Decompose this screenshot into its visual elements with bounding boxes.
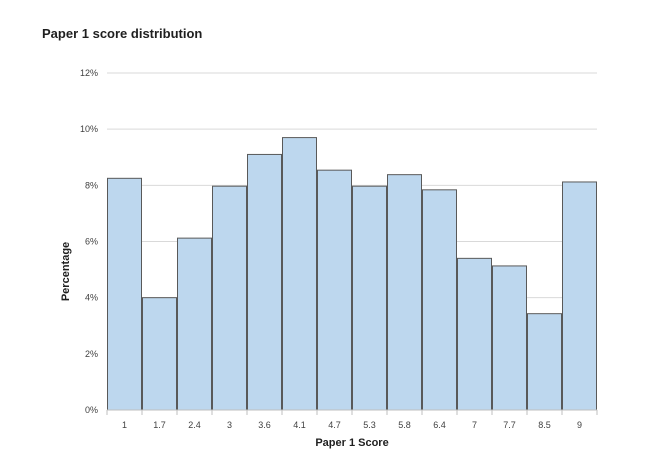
x-tick-label: 7.7 — [503, 420, 516, 430]
x-tick-label: 9 — [577, 420, 582, 430]
bar — [457, 257, 492, 411]
x-tick-label: 3.6 — [258, 420, 271, 430]
bar — [422, 189, 457, 411]
y-axis-label: Percentage — [60, 242, 72, 301]
x-tick-label: 4.7 — [328, 420, 341, 430]
x-axis-label: Paper 1 Score — [315, 437, 388, 449]
bar — [282, 137, 317, 411]
x-tick-label: 1 — [122, 420, 127, 430]
x-tick-label: 6.4 — [433, 420, 446, 430]
x-tick-label: 1.7 — [153, 420, 166, 430]
bar — [212, 185, 247, 411]
bar — [142, 297, 177, 411]
bar — [107, 177, 142, 411]
bar — [317, 169, 352, 411]
y-tick-label: 10% — [80, 124, 98, 134]
x-tick-label: 5.8 — [398, 420, 411, 430]
x-tick-label: 7 — [472, 420, 477, 430]
y-tick-label: 6% — [85, 237, 98, 247]
x-tick-marks — [106, 410, 598, 415]
bar — [527, 313, 562, 411]
y-tick-label: 12% — [80, 68, 98, 78]
x-tick-label: 2.4 — [188, 420, 201, 430]
y-tick-labels: 0% 2% 4% 6% 8% 10% 12% — [80, 68, 98, 415]
x-tick-label: 3 — [227, 420, 232, 430]
x-tick-label: 5.3 — [363, 420, 376, 430]
x-tick-label: 4.1 — [293, 420, 306, 430]
bar — [387, 174, 422, 411]
bar — [177, 237, 212, 411]
y-tick-label: 4% — [85, 293, 98, 303]
y-tick-label: 0% — [85, 405, 98, 415]
bar — [562, 181, 597, 411]
bar — [492, 265, 527, 411]
bar — [247, 153, 282, 411]
x-tick-labels: 1 1.7 2.4 3 3.6 4.1 4.7 5.3 5.8 6.4 7 7.7 8.5 9 — [122, 420, 582, 430]
bar — [352, 185, 387, 411]
chart-title: Paper 1 score distribution — [42, 26, 203, 41]
y-tick-label: 8% — [85, 180, 98, 190]
bars — [107, 137, 597, 411]
y-tick-label: 2% — [85, 349, 98, 359]
x-tick-label: 8.5 — [538, 420, 551, 430]
